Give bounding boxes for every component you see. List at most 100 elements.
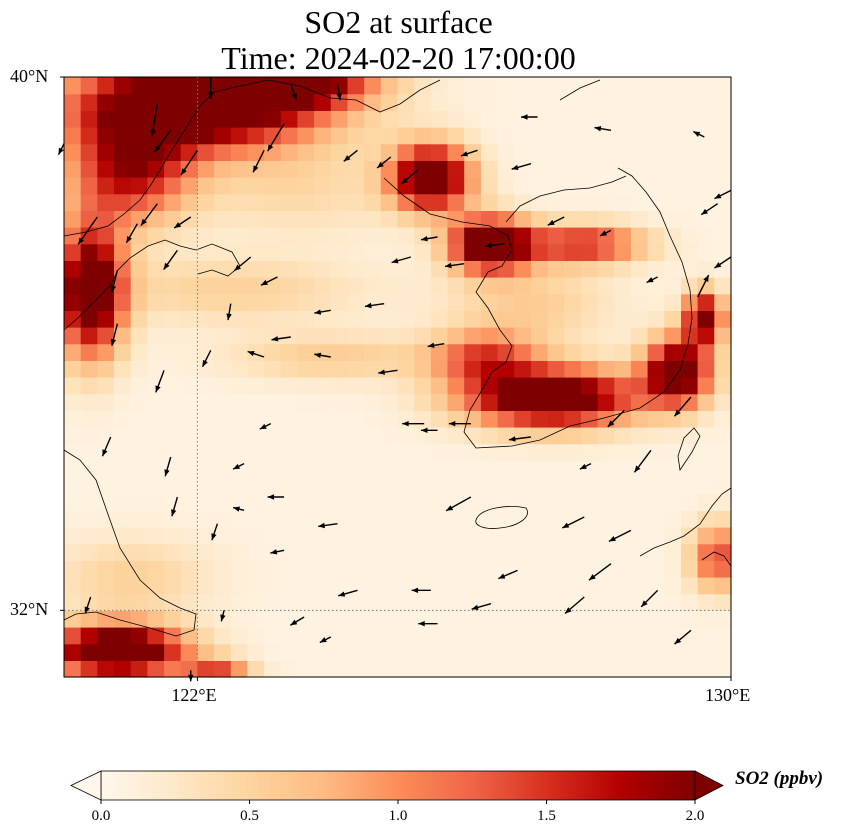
field-cell xyxy=(164,193,182,211)
field-cell xyxy=(714,343,732,361)
field-cell xyxy=(214,377,232,395)
field-cell xyxy=(430,543,449,561)
field-cell xyxy=(264,527,282,545)
field-cell xyxy=(297,327,315,345)
field-cell xyxy=(247,410,265,428)
field-cell xyxy=(630,610,649,628)
field-cell xyxy=(480,77,499,95)
field-cell xyxy=(180,193,198,211)
field-cell xyxy=(447,143,465,161)
field-cell xyxy=(630,543,649,561)
field-cell xyxy=(480,393,499,411)
field-cell xyxy=(447,543,465,561)
wind-arrow xyxy=(460,149,478,157)
field-cell xyxy=(80,377,98,395)
field-cell xyxy=(714,460,732,478)
field-cell xyxy=(564,327,582,345)
field-cell xyxy=(614,393,632,411)
field-cell xyxy=(514,260,532,278)
field-cell xyxy=(264,243,282,261)
field-cell xyxy=(447,77,465,95)
field-cell xyxy=(480,143,499,161)
field-cell xyxy=(480,527,499,545)
field-cell xyxy=(180,460,198,478)
field-cell xyxy=(397,277,415,295)
field-cell xyxy=(447,177,465,195)
field-cell xyxy=(130,160,148,178)
colorbar xyxy=(70,770,724,804)
wind-arrow xyxy=(140,203,158,227)
field-cell xyxy=(597,643,615,661)
field-cell xyxy=(497,660,515,678)
field-cell xyxy=(497,160,515,178)
gridlines xyxy=(60,76,732,681)
field-cell xyxy=(647,543,665,561)
field-cell xyxy=(714,527,732,545)
field-cell xyxy=(197,343,215,361)
field-cell xyxy=(447,277,465,295)
field-cell xyxy=(614,410,632,428)
field-cell xyxy=(547,93,565,111)
field-cell xyxy=(364,577,382,595)
so2-field xyxy=(64,77,732,678)
field-cell xyxy=(697,227,715,245)
field-cell xyxy=(364,460,382,478)
field-cell xyxy=(330,660,349,678)
field-cell xyxy=(547,293,565,311)
field-cell xyxy=(681,210,699,228)
field-cell xyxy=(197,560,215,578)
field-cell xyxy=(480,327,499,345)
field-cell xyxy=(314,577,332,595)
field-cell xyxy=(64,327,82,345)
field-cell xyxy=(697,293,715,311)
field-cell xyxy=(280,477,299,495)
wind-arrow xyxy=(646,276,658,284)
field-cell xyxy=(697,460,715,478)
field-cell xyxy=(480,627,499,645)
field-cell xyxy=(114,310,132,328)
field-cell xyxy=(681,643,699,661)
field-cell xyxy=(80,643,98,661)
field-cell xyxy=(97,227,115,245)
field-cell xyxy=(330,427,349,445)
field-cell xyxy=(64,93,82,111)
field-cell xyxy=(480,127,499,145)
field-cell xyxy=(614,627,632,645)
field-cell xyxy=(681,427,699,445)
field-cell xyxy=(480,493,499,511)
field-cell xyxy=(314,393,332,411)
wind-arrow xyxy=(188,670,194,682)
field-cell xyxy=(214,227,232,245)
field-cell xyxy=(681,377,699,395)
field-cell xyxy=(297,193,315,211)
field-cell xyxy=(147,77,165,95)
wind-arrow xyxy=(633,449,652,473)
field-cell xyxy=(714,110,732,128)
field-cell xyxy=(664,243,682,261)
field-cell xyxy=(230,410,249,428)
field-cell xyxy=(614,510,632,528)
field-cell xyxy=(430,627,449,645)
field-cell xyxy=(430,427,449,445)
field-cell xyxy=(97,510,115,528)
field-cell xyxy=(697,327,715,345)
field-cell xyxy=(580,610,599,628)
field-cell xyxy=(264,493,282,511)
wind-arrow xyxy=(561,516,585,529)
field-cell xyxy=(280,277,299,295)
field-cell xyxy=(614,143,632,161)
field-cell xyxy=(647,160,665,178)
field-cell xyxy=(380,577,399,595)
field-cell xyxy=(80,543,98,561)
field-cell xyxy=(314,143,332,161)
lat-tick-label: 32°N xyxy=(10,599,49,620)
field-cell xyxy=(580,527,599,545)
field-cell xyxy=(180,443,198,461)
field-cell xyxy=(580,393,599,411)
field-cell xyxy=(447,327,465,345)
field-cell xyxy=(647,243,665,261)
field-cell xyxy=(697,377,715,395)
field-cell xyxy=(647,577,665,595)
field-cell xyxy=(414,593,432,611)
wind-arrow xyxy=(77,216,98,245)
